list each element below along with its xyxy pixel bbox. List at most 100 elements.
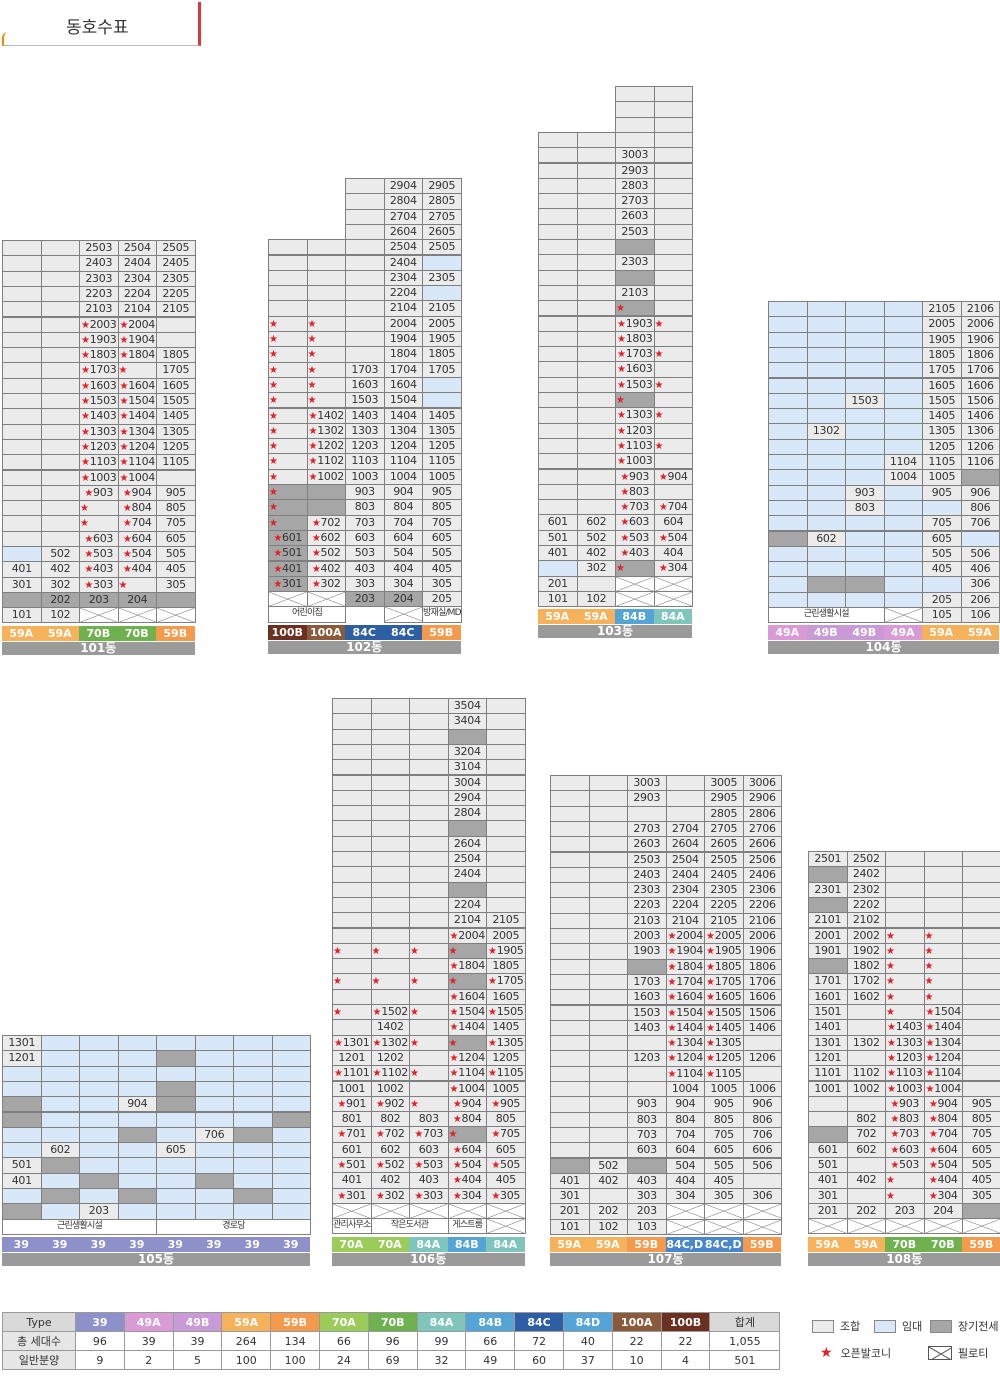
unit-cell: 302 — [576, 560, 616, 577]
unit-cell: 2104 — [117, 301, 157, 318]
unit-cell: 1401 — [808, 1019, 848, 1036]
unit-number: 804 — [461, 1112, 482, 1126]
type-label: 59A — [922, 625, 961, 641]
unit-number: 1805 — [714, 959, 742, 973]
unit-cell: 2605 — [422, 223, 462, 241]
unit-cell — [576, 330, 616, 348]
type-label: 59B — [627, 1237, 666, 1252]
unit-cell: 2105 — [156, 301, 196, 318]
unit-cell: 1503 — [627, 1004, 667, 1021]
star-icon: ★ — [667, 1068, 677, 1080]
star-icon: ★ — [333, 976, 342, 988]
unit-cell — [40, 1203, 80, 1220]
unit-number: 504 — [131, 547, 152, 560]
star-icon: ★ — [375, 1160, 385, 1171]
unit-cell: 406 — [960, 561, 1000, 578]
unit-cell: 101 — [550, 1218, 590, 1235]
unit-number: 1906 — [966, 332, 994, 346]
unit-number: 2604 — [671, 837, 699, 851]
unit-number: 1706 — [748, 974, 776, 988]
unit-cell: 1201 — [808, 1049, 848, 1067]
unit-cell — [653, 483, 693, 501]
unit-number: 903 — [354, 485, 375, 498]
unit-number: 2102 — [852, 913, 880, 927]
unit-cell — [550, 1035, 590, 1052]
unit-cell: ★1302 — [370, 1034, 410, 1051]
unit-cell — [615, 131, 655, 149]
unit-cell: ★ — [268, 514, 308, 531]
unit-number: 2803 — [621, 178, 649, 192]
unit-number: 302 — [320, 576, 341, 590]
unit-cell: 301 — [550, 1188, 590, 1205]
piloti-cell — [486, 1218, 526, 1235]
star-icon: ★ — [890, 1114, 900, 1126]
unit-cell: 1701 — [808, 973, 848, 990]
piloti-cell — [665, 1218, 705, 1235]
summary-cell: 32 — [416, 1350, 467, 1370]
unit-cell: 305 — [704, 1188, 744, 1205]
unit-number: 1905 — [496, 943, 524, 957]
unit-cell: ★1004 — [117, 469, 157, 486]
unit-cell — [538, 300, 578, 317]
unit-cell: 803 — [627, 1111, 667, 1128]
unit-cell: ★504 — [653, 529, 693, 546]
unit-cell: 602 — [846, 1141, 886, 1158]
unit-number: 803 — [629, 484, 650, 498]
unit-cell — [538, 162, 578, 179]
unit-number: 1001 — [814, 1081, 842, 1095]
piloti-cell — [665, 1203, 705, 1220]
unit-number: 2005 — [492, 928, 520, 942]
unit-cell: ★1204 — [923, 1049, 963, 1067]
unit-cell: 401 — [2, 561, 42, 578]
unit-cell: ★1305 — [704, 1035, 744, 1052]
unit-cell: 2603 — [627, 836, 667, 853]
unit-number: 704 — [675, 1127, 696, 1141]
type-label: 84A — [486, 1236, 525, 1252]
unit-number: 401 — [11, 1173, 32, 1187]
star-icon: ★ — [617, 318, 626, 330]
unit-cell — [2, 500, 42, 517]
unit-number: 1805 — [492, 959, 520, 973]
unit-cell: 401 — [550, 1172, 590, 1190]
unit-number: 504 — [667, 530, 688, 544]
summary-cell: 24 — [318, 1350, 369, 1370]
piloti-cell — [742, 1218, 782, 1235]
unit-cell: 704 — [383, 514, 423, 531]
unit-cell: ★403 — [79, 561, 119, 578]
star-icon: ★ — [84, 487, 94, 499]
unit-cell — [40, 530, 80, 547]
unit-cell — [409, 1080, 449, 1097]
star-icon: ★ — [269, 410, 278, 422]
unit-cell — [538, 376, 578, 393]
star-icon: ★ — [80, 518, 89, 530]
unit-cell — [345, 239, 385, 256]
unit-number: 301 — [559, 1189, 580, 1203]
unit-cell: 601 — [808, 1141, 848, 1158]
unit-cell: ★ — [306, 376, 346, 394]
star-icon: ★ — [122, 518, 132, 530]
legend-union-swatch — [812, 1319, 834, 1333]
unit-cell: 106 — [960, 607, 1000, 624]
star-icon: ★ — [706, 1053, 715, 1065]
unit-number: 1702 — [852, 974, 880, 988]
unit-number: 501 — [346, 1158, 367, 1171]
unit-cell: 2004 — [383, 315, 423, 332]
unit-number: 1503 — [633, 1005, 661, 1019]
summary-cell: 66 — [318, 1331, 369, 1351]
star-icon: ★ — [491, 1190, 501, 1202]
unit-cell: 1203 — [345, 438, 385, 455]
unit-number: 2704 — [671, 821, 699, 835]
unit-cell: 1104 — [383, 453, 423, 470]
type-label: 49A — [883, 625, 922, 641]
unit-cell — [268, 239, 308, 256]
unit-cell — [268, 254, 308, 271]
legend: 조합 임대 장기전세 ★ 오픈발코니 필로티 — [812, 1318, 1000, 1368]
unit-cell — [550, 1019, 590, 1037]
unit-number: 1104 — [889, 455, 917, 468]
unit-cell — [409, 698, 449, 715]
summary-cell: 22 — [611, 1331, 662, 1351]
unit-cell: 2303 — [615, 254, 655, 271]
unit-cell — [40, 1157, 80, 1174]
unit-number: 602 — [50, 1143, 71, 1157]
unit-cell — [768, 301, 808, 318]
